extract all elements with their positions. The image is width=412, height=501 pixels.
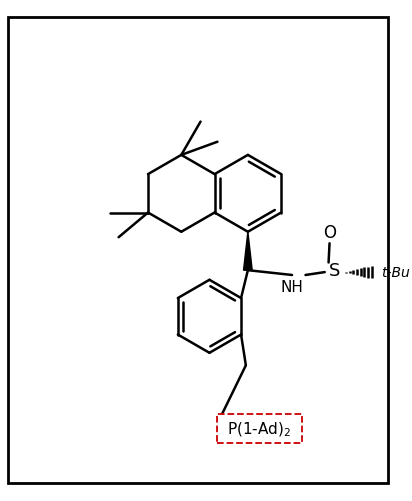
- Bar: [217, 414, 302, 443]
- Text: NH: NH: [281, 279, 304, 294]
- Text: t-Bu: t-Bu: [382, 266, 410, 280]
- Text: S: S: [329, 262, 340, 280]
- Text: O: O: [323, 223, 336, 241]
- Text: P(1-Ad)$_2$: P(1-Ad)$_2$: [227, 420, 292, 438]
- Polygon shape: [243, 232, 252, 271]
